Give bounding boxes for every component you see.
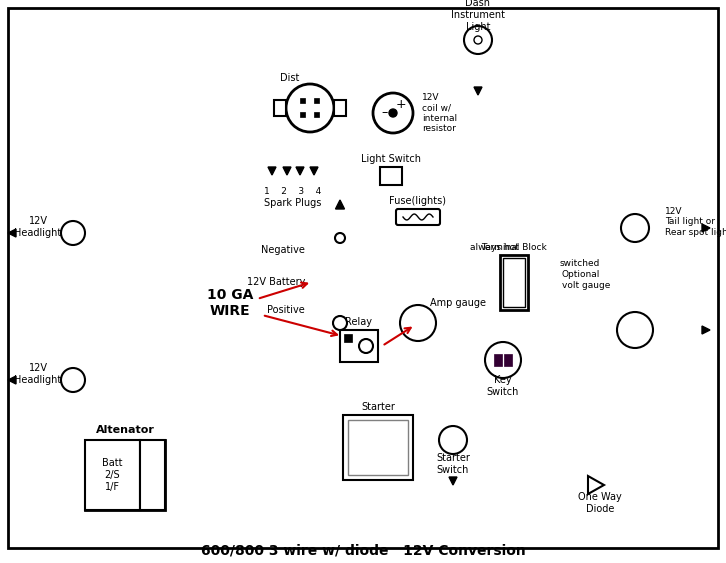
Polygon shape: [296, 167, 304, 175]
Text: Positive: Positive: [267, 305, 305, 315]
Text: Negative: Negative: [261, 245, 305, 255]
Text: Terminal Block: Terminal Block: [481, 243, 547, 252]
Polygon shape: [335, 200, 345, 209]
Text: always hot: always hot: [470, 244, 519, 252]
Circle shape: [474, 36, 482, 44]
Polygon shape: [268, 167, 276, 175]
Circle shape: [359, 339, 373, 353]
Bar: [314, 98, 319, 103]
Circle shape: [373, 93, 413, 133]
Bar: [310, 230, 370, 335]
Bar: [340, 330, 378, 362]
Text: Key
Switch: Key Switch: [487, 375, 519, 397]
Text: 10 GA
WIRE: 10 GA WIRE: [207, 288, 253, 318]
Text: Spark Plugs: Spark Plugs: [264, 198, 322, 208]
Text: switched: switched: [560, 258, 600, 267]
Bar: [500, 255, 528, 310]
Circle shape: [286, 84, 334, 132]
Text: 12V
Headlight: 12V Headlight: [15, 216, 62, 238]
Polygon shape: [8, 376, 16, 384]
Circle shape: [333, 316, 347, 330]
Bar: [348, 420, 408, 475]
Polygon shape: [8, 229, 16, 237]
Text: Optional
volt gauge: Optional volt gauge: [562, 270, 611, 290]
Text: 600/800 3 wire w/ diode   12V Conversion: 600/800 3 wire w/ diode 12V Conversion: [200, 543, 526, 557]
Polygon shape: [449, 477, 457, 485]
Text: +: +: [335, 318, 345, 328]
Polygon shape: [588, 476, 604, 494]
Bar: [85, 440, 140, 510]
Bar: [300, 112, 305, 117]
Polygon shape: [702, 326, 710, 334]
Text: Altenator: Altenator: [96, 425, 155, 435]
Bar: [300, 98, 305, 103]
Text: One Way
Diode: One Way Diode: [578, 492, 622, 514]
Circle shape: [335, 233, 345, 243]
Polygon shape: [283, 167, 291, 175]
Text: Batt
2/S
1/F: Batt 2/S 1/F: [102, 458, 122, 491]
Bar: [343, 415, 413, 480]
Circle shape: [621, 214, 649, 242]
Bar: [344, 334, 352, 342]
Text: Fuse(lights): Fuse(lights): [390, 196, 446, 206]
Text: –: –: [382, 106, 388, 119]
Text: Light Switch: Light Switch: [361, 154, 421, 164]
Text: 12V
coil w/
internal
resistor: 12V coil w/ internal resistor: [422, 93, 457, 133]
Circle shape: [389, 109, 397, 117]
Polygon shape: [474, 87, 482, 95]
Text: Starter: Starter: [361, 402, 395, 412]
Bar: [494, 354, 502, 366]
Circle shape: [485, 342, 521, 378]
Bar: [334, 100, 346, 116]
Circle shape: [61, 368, 85, 392]
Bar: [140, 440, 165, 510]
Text: 12V
Tail light or
Rear spot light: 12V Tail light or Rear spot light: [665, 207, 726, 237]
Bar: [85, 440, 165, 510]
Bar: [503, 258, 525, 307]
Circle shape: [400, 305, 436, 341]
Text: 12V
Headlight: 12V Headlight: [15, 363, 62, 385]
Text: Starter
Switch: Starter Switch: [436, 453, 470, 475]
Text: Amp gauge: Amp gauge: [430, 298, 486, 308]
Polygon shape: [702, 224, 710, 232]
Circle shape: [439, 426, 467, 454]
Bar: [504, 354, 512, 366]
Bar: [274, 100, 286, 116]
Text: +: +: [396, 99, 407, 111]
Text: Relay: Relay: [346, 317, 372, 327]
Text: Dist: Dist: [280, 73, 300, 83]
Bar: [314, 112, 319, 117]
Bar: [380, 167, 402, 185]
Circle shape: [61, 221, 85, 245]
Circle shape: [617, 312, 653, 348]
Text: 12V Battery: 12V Battery: [247, 277, 305, 287]
Text: Dash
Instrument
Light: Dash Instrument Light: [451, 0, 505, 32]
Text: 1    2    3    4: 1 2 3 4: [264, 187, 322, 196]
FancyBboxPatch shape: [396, 209, 440, 225]
Polygon shape: [310, 167, 318, 175]
Circle shape: [464, 26, 492, 54]
